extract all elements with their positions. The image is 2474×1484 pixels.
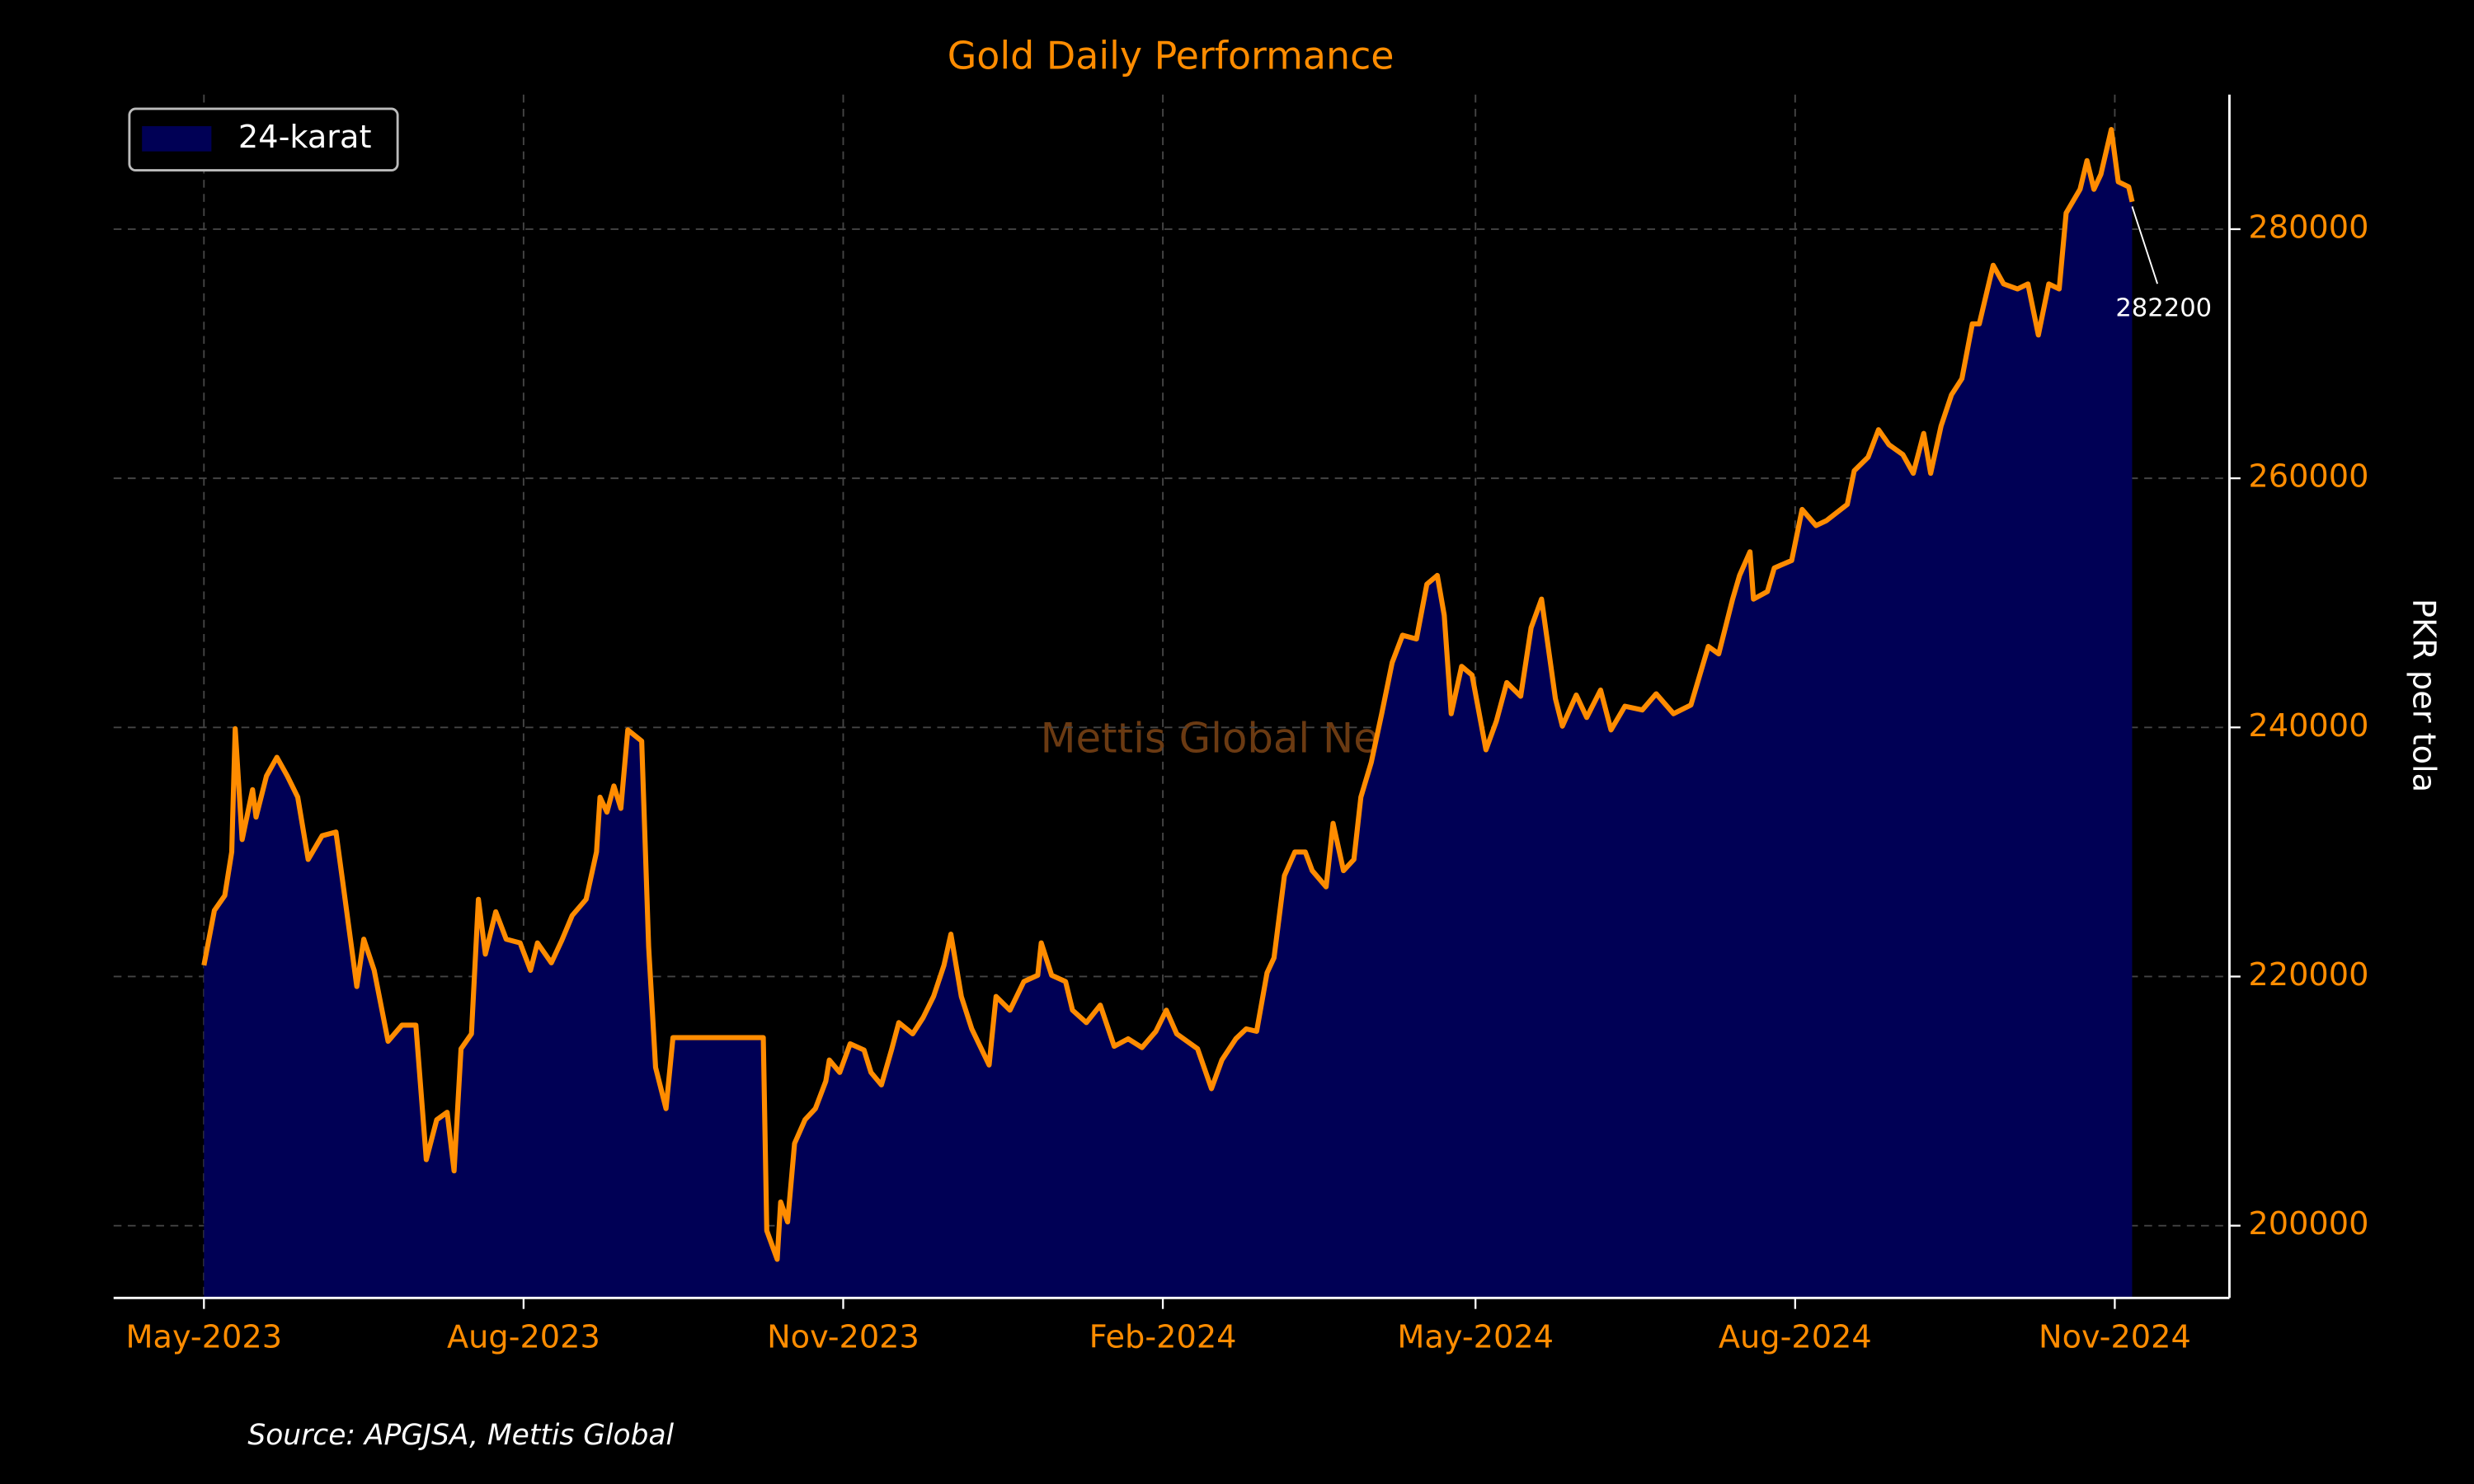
- legend-label: 24-karat: [238, 119, 372, 156]
- x-tick-label: Aug-2024: [1719, 1319, 1872, 1356]
- legend-swatch: [142, 126, 212, 152]
- x-tick-label: May-2024: [1397, 1319, 1554, 1356]
- chart-title: Gold Daily Performance: [948, 33, 1395, 77]
- x-tick-label: Nov-2023: [767, 1319, 920, 1356]
- y-tick-label: 200000: [2248, 1205, 2368, 1242]
- watermark: Mettis Global News: [1041, 715, 1434, 763]
- y-tick-label: 220000: [2248, 956, 2368, 993]
- x-tick-label: Feb-2024: [1089, 1319, 1237, 1356]
- y-axis-label: PKR per tola: [2405, 599, 2442, 792]
- x-tick-label: May-2023: [126, 1319, 283, 1356]
- source-note: Source: APGJSA, Mettis Global: [247, 1419, 674, 1452]
- annotation: 282200: [2115, 294, 2212, 322]
- area-fill: [204, 129, 2133, 1298]
- annotation-arrow: [2131, 206, 2159, 284]
- y-tick-label: 280000: [2248, 209, 2368, 246]
- y-tick-label: 260000: [2248, 458, 2368, 495]
- legend-box: [128, 107, 399, 172]
- x-tick-label: Nov-2024: [2039, 1319, 2191, 1356]
- x-tick-label: Aug-2023: [447, 1319, 600, 1356]
- y-tick-label: 240000: [2248, 707, 2368, 744]
- price-line: [201, 127, 2135, 1262]
